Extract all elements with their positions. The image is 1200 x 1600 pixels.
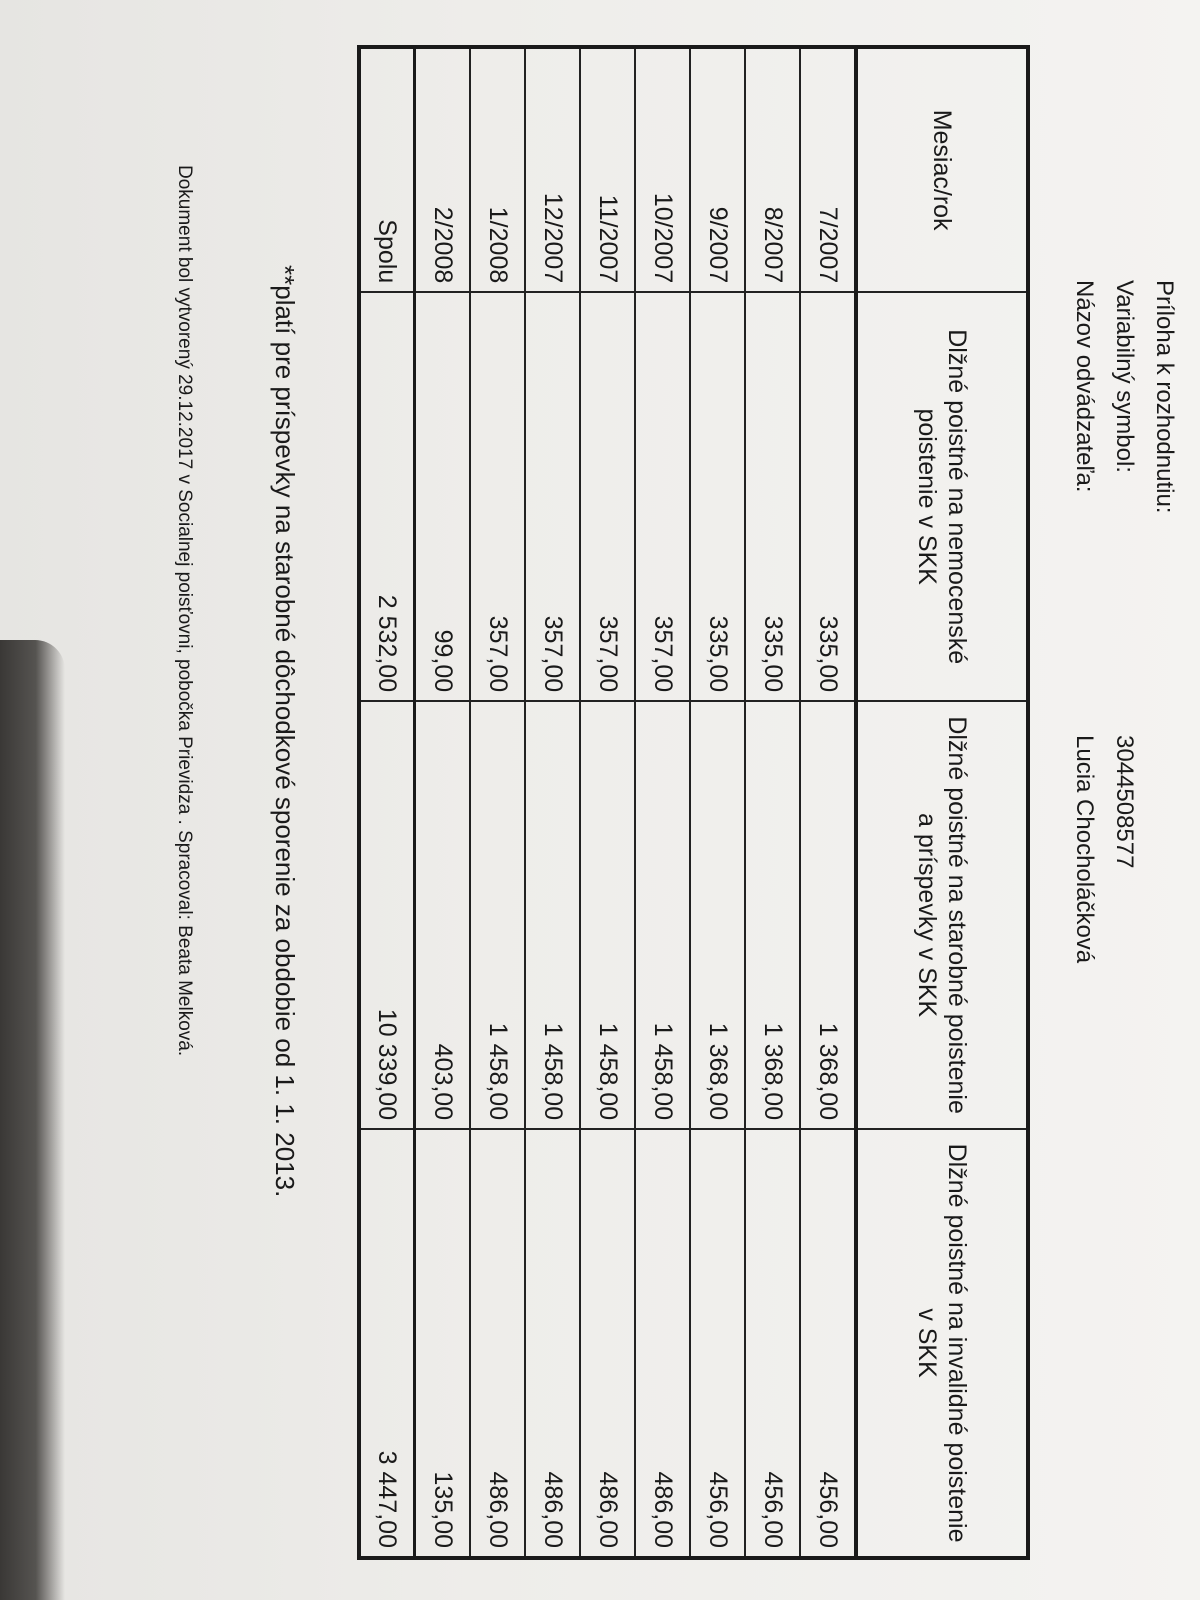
month-cell: 2/2008 bbox=[414, 47, 470, 293]
table-row: 8/2007 335,00 1 368,00 456,00 bbox=[745, 47, 800, 1558]
table-header-row: Mesiac/rok Dlžné poistné na nemocenské p… bbox=[856, 47, 1028, 1558]
amount-cell: 486,00 bbox=[580, 1129, 635, 1558]
table-row: 7/2007 335,00 1 368,00 456,00 bbox=[800, 47, 856, 1558]
table-row: 11/2007 357,00 1 458,00 486,00 bbox=[580, 47, 635, 1558]
contributions-table: Mesiac/rok Dlžné poistné na nemocenské p… bbox=[357, 45, 1030, 1560]
month-cell: 12/2007 bbox=[525, 47, 580, 293]
document-footer: Dokument bol vytvorený 29.12.2017 v Soci… bbox=[174, 165, 195, 1057]
amount-cell: 2 532,00 bbox=[359, 292, 415, 702]
month-cell: 9/2007 bbox=[690, 47, 745, 293]
month-cell: 7/2007 bbox=[800, 47, 856, 293]
table-row: 12/2007 357,00 1 458,00 486,00 bbox=[525, 47, 580, 1558]
amount-cell: 456,00 bbox=[800, 1129, 856, 1558]
photo-shadow bbox=[0, 640, 65, 1600]
amount-cell: 1 458,00 bbox=[525, 701, 580, 1130]
amount-cell: 1 458,00 bbox=[635, 701, 690, 1130]
table-row: 10/2007 357,00 1 458,00 486,00 bbox=[635, 47, 690, 1558]
variable-symbol-label: Variabilný symbol: bbox=[1111, 280, 1138, 473]
amount-cell: 357,00 bbox=[580, 292, 635, 702]
amount-cell: 403,00 bbox=[414, 701, 470, 1130]
amount-cell: 357,00 bbox=[470, 292, 525, 702]
amount-cell: 456,00 bbox=[690, 1129, 745, 1558]
attachment-label: Príloha k rozhodnutiu: bbox=[1151, 280, 1178, 514]
month-cell: 8/2007 bbox=[745, 47, 800, 293]
total-row: Spolu 2 532,00 10 339,00 3 447,00 bbox=[359, 47, 415, 1558]
column-header: Dlžné poistné na starobné poistenie a pr… bbox=[856, 701, 1028, 1130]
amount-cell: 486,00 bbox=[470, 1129, 525, 1558]
month-cell: 1/2008 bbox=[470, 47, 525, 293]
amount-cell: 486,00 bbox=[525, 1129, 580, 1558]
amount-cell: 1 458,00 bbox=[580, 701, 635, 1130]
month-cell: Spolu bbox=[359, 47, 415, 293]
column-header: Dlžné poistné na invalidné poistenie v S… bbox=[856, 1129, 1028, 1558]
amount-cell: 335,00 bbox=[800, 292, 856, 702]
amount-cell: 1 368,00 bbox=[745, 701, 800, 1130]
variable-symbol-value: 3044508577 bbox=[1111, 735, 1138, 869]
month-cell: 11/2007 bbox=[580, 47, 635, 293]
amount-cell: 357,00 bbox=[525, 292, 580, 702]
amount-cell: 99,00 bbox=[414, 292, 470, 702]
payer-name-label: Názov odvádzateľa: bbox=[1071, 280, 1098, 493]
column-header: Mesiac/rok bbox=[856, 47, 1028, 293]
footnote: **platí pre príspevky na starobné dôchod… bbox=[270, 265, 300, 1198]
amount-cell: 3 447,00 bbox=[359, 1129, 415, 1558]
amount-cell: 135,00 bbox=[414, 1129, 470, 1558]
table-row: 9/2007 335,00 1 368,00 456,00 bbox=[690, 47, 745, 1558]
amount-cell: 335,00 bbox=[745, 292, 800, 702]
amount-cell: 335,00 bbox=[690, 292, 745, 702]
column-header: Dlžné poistné na nemocenské poistenie v … bbox=[856, 292, 1028, 702]
amount-cell: 1 368,00 bbox=[690, 701, 745, 1130]
amount-cell: 1 368,00 bbox=[800, 701, 856, 1130]
amount-cell: 1 458,00 bbox=[470, 701, 525, 1130]
table-row: 1/2008 357,00 1 458,00 486,00 bbox=[470, 47, 525, 1558]
amount-cell: 357,00 bbox=[635, 292, 690, 702]
table-row: 2/2008 99,00 403,00 135,00 bbox=[414, 47, 470, 1558]
payer-name-value: Lucia Chocholáčková bbox=[1071, 735, 1098, 964]
amount-cell: 486,00 bbox=[635, 1129, 690, 1558]
amount-cell: 456,00 bbox=[745, 1129, 800, 1558]
month-cell: 10/2007 bbox=[635, 47, 690, 293]
amount-cell: 10 339,00 bbox=[359, 701, 415, 1130]
